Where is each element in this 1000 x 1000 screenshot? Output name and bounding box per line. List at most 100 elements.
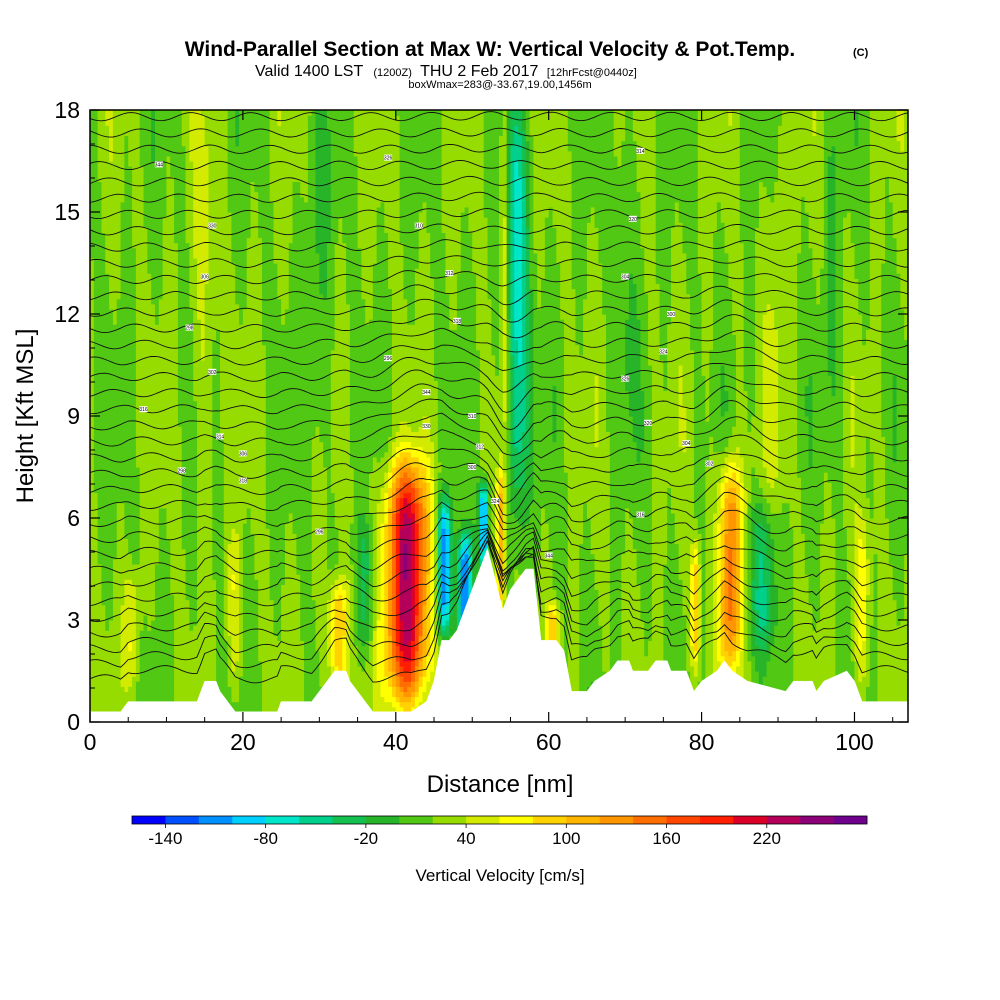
w-cell <box>128 171 132 177</box>
w-cell <box>124 202 128 208</box>
w-cell <box>186 651 190 657</box>
w-cell <box>201 171 205 177</box>
w-cell <box>163 635 167 641</box>
w-cell <box>201 620 205 626</box>
w-cell <box>159 136 163 142</box>
w-cell <box>212 146 216 152</box>
w-cell <box>159 513 163 519</box>
w-cell <box>113 656 117 662</box>
w-cell <box>124 253 128 259</box>
w-cell <box>193 513 197 519</box>
w-cell <box>144 646 148 652</box>
w-cell <box>220 166 224 172</box>
w-cell <box>163 268 167 274</box>
w-cell <box>121 120 125 126</box>
w-cell <box>98 238 102 244</box>
w-cell <box>121 503 125 509</box>
w-cell <box>166 426 170 432</box>
w-cell <box>186 258 190 264</box>
w-cell <box>231 334 235 340</box>
w-cell <box>121 232 125 238</box>
w-cell <box>109 319 113 325</box>
w-cell <box>132 462 136 468</box>
w-cell <box>231 462 235 468</box>
w-cell <box>151 584 155 590</box>
w-cell <box>224 232 228 238</box>
w-cell <box>101 559 105 565</box>
w-cell <box>189 253 193 259</box>
w-cell <box>140 156 144 162</box>
w-cell <box>212 345 216 351</box>
w-cell <box>231 452 235 458</box>
w-cell <box>186 385 190 391</box>
w-cell <box>186 253 190 259</box>
w-cell <box>224 498 228 504</box>
w-cell <box>193 477 197 483</box>
w-cell <box>151 125 155 131</box>
w-cell <box>136 528 140 534</box>
w-cell <box>151 136 155 142</box>
w-cell <box>186 625 190 631</box>
w-cell <box>155 136 159 142</box>
w-cell <box>189 258 193 264</box>
w-cell <box>186 406 190 412</box>
w-cell <box>224 554 228 560</box>
w-cell <box>239 457 243 463</box>
w-cell <box>105 630 109 636</box>
w-cell <box>144 136 148 142</box>
w-cell <box>159 319 163 325</box>
w-cell <box>113 447 117 453</box>
w-cell <box>147 640 151 646</box>
w-cell <box>220 600 224 606</box>
w-cell <box>235 646 239 652</box>
w-cell <box>121 635 125 641</box>
w-cell <box>201 436 205 442</box>
w-cell <box>166 350 170 356</box>
w-cell <box>243 707 247 713</box>
w-cell <box>243 120 247 126</box>
w-cell <box>235 120 239 126</box>
w-cell <box>124 493 128 499</box>
w-cell <box>205 431 209 437</box>
w-cell <box>151 283 155 289</box>
w-cell <box>94 253 98 259</box>
w-cell <box>174 294 178 300</box>
w-cell <box>228 181 232 187</box>
w-cell <box>212 600 216 606</box>
w-cell <box>144 268 148 274</box>
w-cell <box>216 156 220 162</box>
w-cell <box>205 528 209 534</box>
w-cell <box>201 176 205 182</box>
w-cell <box>94 656 98 662</box>
w-cell <box>105 253 109 259</box>
w-cell <box>159 620 163 626</box>
w-cell <box>193 314 197 320</box>
w-cell <box>224 283 228 289</box>
w-cell <box>132 151 136 157</box>
w-cell <box>182 661 186 667</box>
w-cell <box>98 212 102 218</box>
w-cell <box>205 457 209 463</box>
w-cell <box>201 268 205 274</box>
w-cell <box>159 487 163 493</box>
w-cell <box>132 365 136 371</box>
w-cell <box>220 523 224 529</box>
w-cell <box>235 702 239 708</box>
w-cell <box>201 125 205 131</box>
w-cell <box>224 391 228 397</box>
w-cell <box>178 146 182 152</box>
w-cell <box>231 187 235 193</box>
w-cell <box>121 171 125 177</box>
w-cell <box>159 125 163 131</box>
w-cell <box>224 299 228 305</box>
w-cell <box>231 635 235 641</box>
w-cell <box>182 595 186 601</box>
w-cell <box>228 493 232 499</box>
w-cell <box>231 533 235 539</box>
w-cell <box>239 589 243 595</box>
w-cell <box>182 273 186 279</box>
w-cell <box>224 151 228 157</box>
w-cell <box>197 324 201 330</box>
w-cell <box>201 130 205 136</box>
w-cell <box>109 141 113 147</box>
